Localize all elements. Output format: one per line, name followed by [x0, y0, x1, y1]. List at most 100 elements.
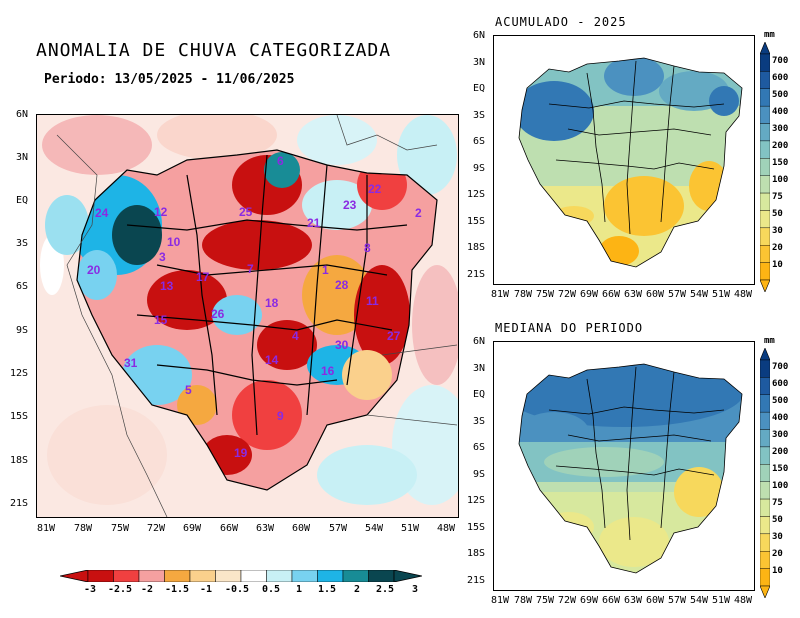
colorbar-label: -2.5: [108, 584, 133, 595]
basin-label: 20: [87, 263, 101, 277]
colorbar-label: 30: [772, 226, 783, 236]
basin-label: 2: [415, 206, 422, 220]
basin-label: 27: [387, 329, 401, 343]
colorbar-label: -3: [84, 584, 97, 595]
colorbar-label: 300: [772, 124, 789, 134]
lat-tick: 15S: [467, 216, 486, 227]
median-colorbar-unit: mm: [764, 336, 775, 346]
colorbar-segment: [760, 227, 770, 246]
colorbar-label: 3: [412, 584, 419, 595]
lon-tick: 78W: [514, 289, 533, 300]
colorbar-segment: [368, 570, 395, 582]
lon-tick: 54W: [690, 595, 709, 606]
colorbar-label: 2.5: [376, 584, 395, 595]
colorbar-label: 1.5: [318, 584, 337, 595]
accum-colorbar: [760, 42, 770, 292]
lat-tick: 6S: [473, 136, 486, 147]
colorbar-label: 75: [772, 192, 783, 202]
colorbar-segment: [760, 123, 770, 142]
basin-label: 26: [211, 307, 225, 321]
colorbar-segment: [760, 568, 770, 587]
lon-tick: 48W: [734, 289, 753, 300]
lat-tick: 6S: [473, 442, 486, 453]
colorbar-segment: [760, 88, 770, 107]
lon-tick: 63W: [624, 595, 643, 606]
lon-tick: 57W: [329, 523, 348, 534]
basin-label: 17: [196, 270, 210, 284]
median-colorbar: [760, 348, 770, 598]
lat-tick: EQ: [473, 389, 486, 400]
colorbar-segment: [760, 71, 770, 89]
basin-label: 14: [265, 353, 279, 367]
colorbar-segment: [760, 140, 770, 159]
accum-map: [493, 35, 755, 285]
colorbar-low-arrow: [60, 570, 89, 582]
colorbar-segment: [760, 53, 770, 72]
colorbar-segment: [760, 464, 770, 482]
colorbar-segment: [760, 481, 770, 500]
basin-label: 8: [364, 241, 371, 255]
colorbar-segment: [760, 158, 770, 176]
lat-tick: 6N: [473, 30, 486, 41]
colorbar-segment: [760, 446, 770, 465]
basin-label: 10: [167, 235, 181, 249]
lat-tick: EQ: [16, 195, 29, 206]
colorbar-segment: [317, 570, 344, 582]
colorbar-segment: [760, 377, 770, 395]
colorbar-segment: [138, 570, 165, 582]
colorbar-segment: [760, 210, 770, 229]
lat-tick: 3S: [473, 110, 486, 121]
lon-tick: 63W: [624, 289, 643, 300]
lon-tick: 51W: [712, 289, 731, 300]
lon-tick: 72W: [558, 289, 577, 300]
basin-label: 16: [321, 364, 335, 378]
median-map-canvas: [494, 342, 754, 590]
lon-tick: 51W: [401, 523, 420, 534]
colorbar-label: 150: [772, 464, 789, 474]
background-patches: [40, 115, 458, 505]
colorbar-label: 700: [772, 56, 789, 66]
lon-tick: 81W: [491, 595, 510, 606]
lat-tick: 3N: [473, 57, 486, 68]
colorbar-label: 20: [772, 243, 783, 253]
colorbar-segment: [760, 516, 770, 535]
lat-tick: EQ: [473, 83, 486, 94]
lon-tick: 54W: [365, 523, 384, 534]
main-map-canvas: 24 12 25 6 23 21 22 2 10 8 20 3 17 13 7 …: [37, 115, 458, 517]
basin-label: 3: [159, 250, 166, 264]
lon-tick: 81W: [491, 289, 510, 300]
colorbar-top-arrow: [760, 42, 770, 55]
lon-tick: 60W: [292, 523, 311, 534]
basin-label: 21: [307, 216, 321, 230]
colorbar-label: -0.5: [225, 584, 250, 595]
accum-panel-title: ACUMULADO - 2025: [495, 15, 627, 29]
lat-tick: 21S: [467, 269, 486, 280]
lat-tick: 6S: [16, 281, 29, 292]
colorbar-bottom-arrow: [760, 585, 770, 598]
main-anomaly-map: 24 12 25 6 23 21 22 2 10 8 20 3 17 13 7 …: [36, 114, 459, 518]
colorbar-label: 75: [772, 498, 783, 508]
colorbar-label: 700: [772, 362, 789, 372]
colorbar-segment: [760, 551, 770, 569]
median-colorbar-bar: [760, 348, 770, 598]
lon-tick: 75W: [111, 523, 130, 534]
basin-label: 15: [154, 313, 168, 327]
colorbar-label: 500: [772, 90, 789, 100]
basin-label: 9: [277, 409, 284, 423]
colorbar-label: 0.5: [262, 584, 281, 595]
lat-tick: 9S: [16, 325, 29, 336]
colorbar-segment: [760, 429, 770, 448]
lat-tick: 3S: [16, 238, 29, 249]
lat-tick: 18S: [467, 548, 486, 559]
colorbar-segment: [189, 570, 216, 582]
basin-label: 18: [265, 296, 279, 310]
lon-tick: 60W: [646, 595, 665, 606]
basin-label: 6: [277, 154, 284, 168]
lon-tick: 57W: [668, 289, 687, 300]
lat-tick: 6N: [16, 109, 29, 120]
colorbar-label: 10: [772, 260, 783, 270]
colorbar-label: 30: [772, 532, 783, 542]
lon-tick: 48W: [437, 523, 456, 534]
lon-tick: 78W: [514, 595, 533, 606]
basin-label: 1: [322, 263, 329, 277]
